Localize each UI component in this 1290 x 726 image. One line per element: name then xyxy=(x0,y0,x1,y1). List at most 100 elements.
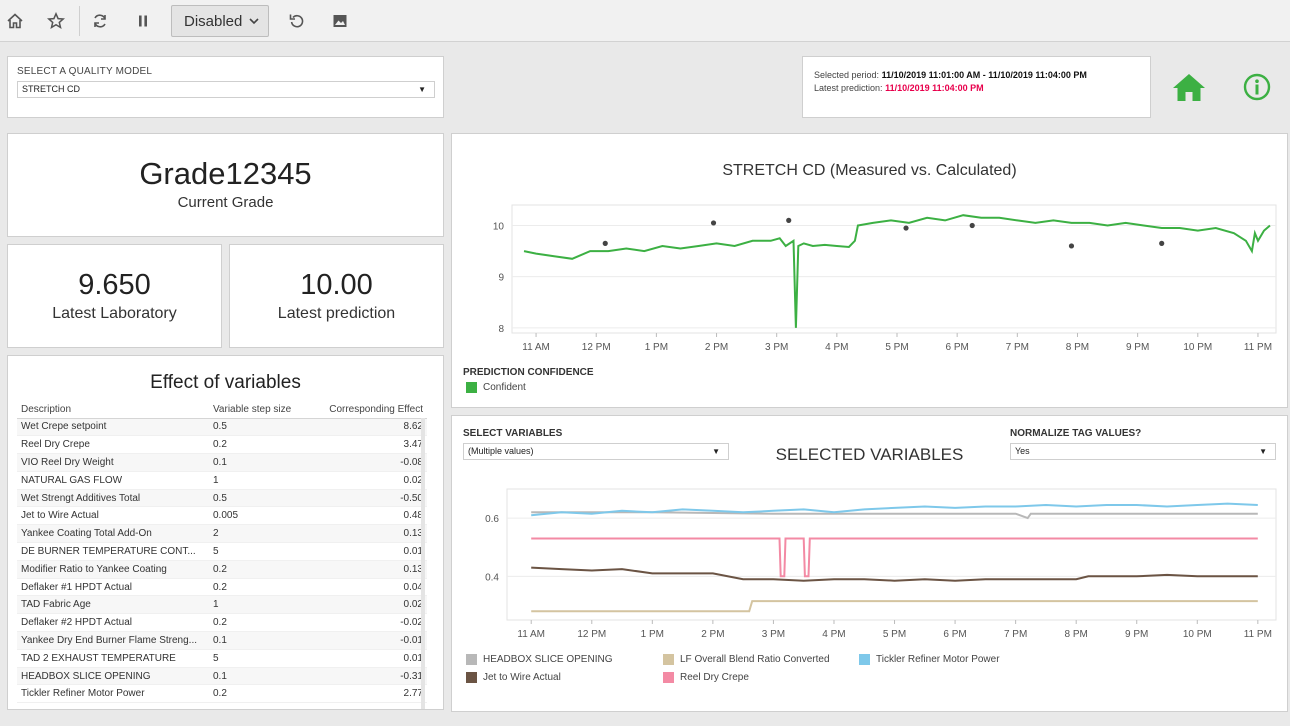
x-tick-label: 9 PM xyxy=(1126,342,1149,353)
mode-select-value: Disabled xyxy=(184,12,243,30)
y-tick-label: 10 xyxy=(493,221,505,232)
series-line xyxy=(531,502,1258,517)
stretch-cd-chart-panel: STRETCH CD (Measured vs. Calculated) 8 9 1… xyxy=(451,133,1288,408)
latest-prediction-value: 11/10/2019 11:04:00 PM xyxy=(885,83,984,93)
effects-cell-step: 0.2 xyxy=(209,684,309,704)
effects-table: Description Variable step size Correspon… xyxy=(17,402,427,704)
effects-row[interactable]: Yankee Coating Total Add-On 2 0.13 xyxy=(17,524,427,544)
effects-cell-desc: Wet Strengt Additives Total xyxy=(17,489,209,508)
x-tick-label: 12 PM xyxy=(577,629,606,640)
effects-header-description: Description xyxy=(17,402,209,419)
legend-item: Jet to Wire Actual xyxy=(466,672,561,683)
measured-point xyxy=(602,240,608,246)
effects-row[interactable]: VIO Reel Dry Weight 0.1 -0.08 xyxy=(17,453,427,472)
x-tick-label: 3 PM xyxy=(765,342,788,353)
x-tick-label: 12 PM xyxy=(582,342,611,353)
effects-cell-step: 2 xyxy=(209,524,309,544)
normalize-value: Yes xyxy=(1015,446,1030,456)
effects-cell-desc: Wet Crepe setpoint xyxy=(17,418,209,437)
x-tick-label: 8 PM xyxy=(1065,629,1088,640)
effects-row[interactable]: Tickler Refiner Motor Power 0.2 2.77 xyxy=(17,684,427,704)
effects-cell-desc: Jet to Wire Actual xyxy=(17,506,209,526)
effects-cell-effect: 0.48 xyxy=(309,506,427,526)
effects-cell-effect: -0.50 xyxy=(309,489,427,508)
stretch-cd-chart-title: STRETCH CD (Measured vs. Calculated) xyxy=(722,162,1017,179)
effects-scrollbar[interactable] xyxy=(421,418,425,709)
selected-period-label: Selected period: xyxy=(814,70,880,80)
home-icon[interactable] xyxy=(0,6,30,36)
select-variables-dropdown[interactable]: (Multiple values) ▼ xyxy=(463,443,729,460)
legend-item: Reel Dry Crepe xyxy=(663,672,749,683)
effects-cell-effect: 0.04 xyxy=(309,578,427,597)
measured-point xyxy=(786,217,792,223)
quality-model-select[interactable]: STRETCH CD ▼ xyxy=(17,81,435,98)
effects-cell-desc: Modifier Ratio to Yankee Coating xyxy=(17,560,209,579)
measured-point xyxy=(1068,243,1075,249)
effects-cell-desc: TAD 2 EXHAUST TEMPERATURE xyxy=(17,649,209,668)
effects-row[interactable]: HEADBOX SLICE OPENING 0.1 -0.31 xyxy=(17,667,427,686)
effects-cell-step: 0.5 xyxy=(209,418,309,437)
effects-cell-desc: Deflaker #1 HPDT Actual xyxy=(17,578,209,597)
effects-row[interactable]: TAD 2 EXHAUST TEMPERATURE 5 0.01 xyxy=(17,649,427,668)
x-tick-label: 2 PM xyxy=(701,629,724,640)
current-grade-panel: Grade12345 Current Grade xyxy=(7,133,444,237)
measured-point xyxy=(1159,240,1165,246)
effects-row[interactable]: Wet Crepe setpoint 0.5 8.62 xyxy=(17,418,427,437)
effects-row[interactable]: Wet Strengt Additives Total 0.5 -0.50 xyxy=(17,489,427,508)
effects-cell-effect: 0.01 xyxy=(309,542,427,561)
effects-cell-desc: VIO Reel Dry Weight xyxy=(17,453,209,472)
info-icon[interactable] xyxy=(1243,73,1271,106)
effects-cell-effect: 0.13 xyxy=(309,524,427,544)
effects-cell-effect: 2.77 xyxy=(309,684,427,704)
legend-item: Tickler Refiner Motor Power xyxy=(859,654,1000,665)
effects-cell-step: 0.1 xyxy=(209,631,309,650)
x-tick-label: 11 AM xyxy=(522,342,550,353)
effects-cell-step: 0.1 xyxy=(209,667,309,686)
normalize-dropdown[interactable]: Yes ▼ xyxy=(1010,443,1276,460)
effects-row[interactable]: Jet to Wire Actual 0.005 0.48 xyxy=(17,506,427,526)
effects-cell-step: 0.2 xyxy=(209,578,309,597)
x-tick-label: 4 PM xyxy=(822,629,845,640)
refresh-icon[interactable] xyxy=(85,6,115,36)
selected-variables-title: SELECTED VARIABLES xyxy=(775,445,964,464)
effects-row[interactable]: DE BURNER TEMPERATURE CONT... 5 0.01 xyxy=(17,542,427,561)
effects-cell-desc: DE BURNER TEMPERATURE CONT... xyxy=(17,542,209,561)
x-tick-label: 3 PM xyxy=(762,629,785,640)
effects-cell-step: 5 xyxy=(209,542,309,561)
effects-cell-step: 0.1 xyxy=(209,453,309,472)
star-icon[interactable] xyxy=(41,6,71,36)
effects-row[interactable]: Yankee Dry End Burner Flame Streng... 0.1… xyxy=(17,631,427,650)
effects-cell-effect: 8.62 xyxy=(309,418,427,437)
effects-cell-step: 0.2 xyxy=(209,560,309,579)
effects-row[interactable]: NATURAL GAS FLOW 1 0.02 xyxy=(17,471,427,490)
x-tick-label: 10 PM xyxy=(1183,342,1212,353)
legend-item: HEADBOX SLICE OPENING xyxy=(466,654,612,665)
image-icon[interactable] xyxy=(325,6,355,36)
legend-confident: Confident xyxy=(466,382,526,393)
effects-cell-effect: 0.02 xyxy=(309,471,427,490)
effects-row[interactable]: Modifier Ratio to Yankee Coating 0.2 0.13 xyxy=(17,560,427,579)
legend-swatch xyxy=(466,672,477,683)
pause-icon[interactable] xyxy=(128,6,158,36)
mode-select[interactable]: Disabled xyxy=(171,5,269,37)
effect-of-variables-title: Effect of variables xyxy=(150,372,301,393)
x-tick-label: 5 PM xyxy=(885,342,908,353)
dropdown-arrow-icon: ▼ xyxy=(418,85,426,94)
effects-row[interactable]: Deflaker #1 HPDT Actual 0.2 0.04 xyxy=(17,578,427,597)
latest-prediction-caption: Latest prediction xyxy=(277,305,396,322)
home-icon[interactable] xyxy=(1172,72,1206,107)
latest-prediction-label: Latest prediction: xyxy=(814,83,883,93)
x-tick-label: 7 PM xyxy=(1006,342,1029,353)
effects-row[interactable]: TAD Fabric Age 1 0.02 xyxy=(17,595,427,615)
effects-row[interactable]: Reel Dry Crepe 0.2 3.47 xyxy=(17,435,427,455)
legend-swatch xyxy=(859,654,870,665)
select-variables-label: SELECT VARIABLES xyxy=(463,428,563,439)
effects-header-effect: Corresponding Effect xyxy=(309,402,427,419)
effects-cell-effect: 0.13 xyxy=(309,560,427,579)
effects-row[interactable]: Deflaker #2 HPDT Actual 0.2 -0.02 xyxy=(17,613,427,633)
legend-label: LF Overall Blend Ratio Converted xyxy=(680,654,830,665)
chevron-down-icon xyxy=(248,13,260,33)
legend-label: HEADBOX SLICE OPENING xyxy=(483,654,613,665)
revert-icon[interactable] xyxy=(282,6,312,36)
x-tick-label: 4 PM xyxy=(825,342,848,353)
